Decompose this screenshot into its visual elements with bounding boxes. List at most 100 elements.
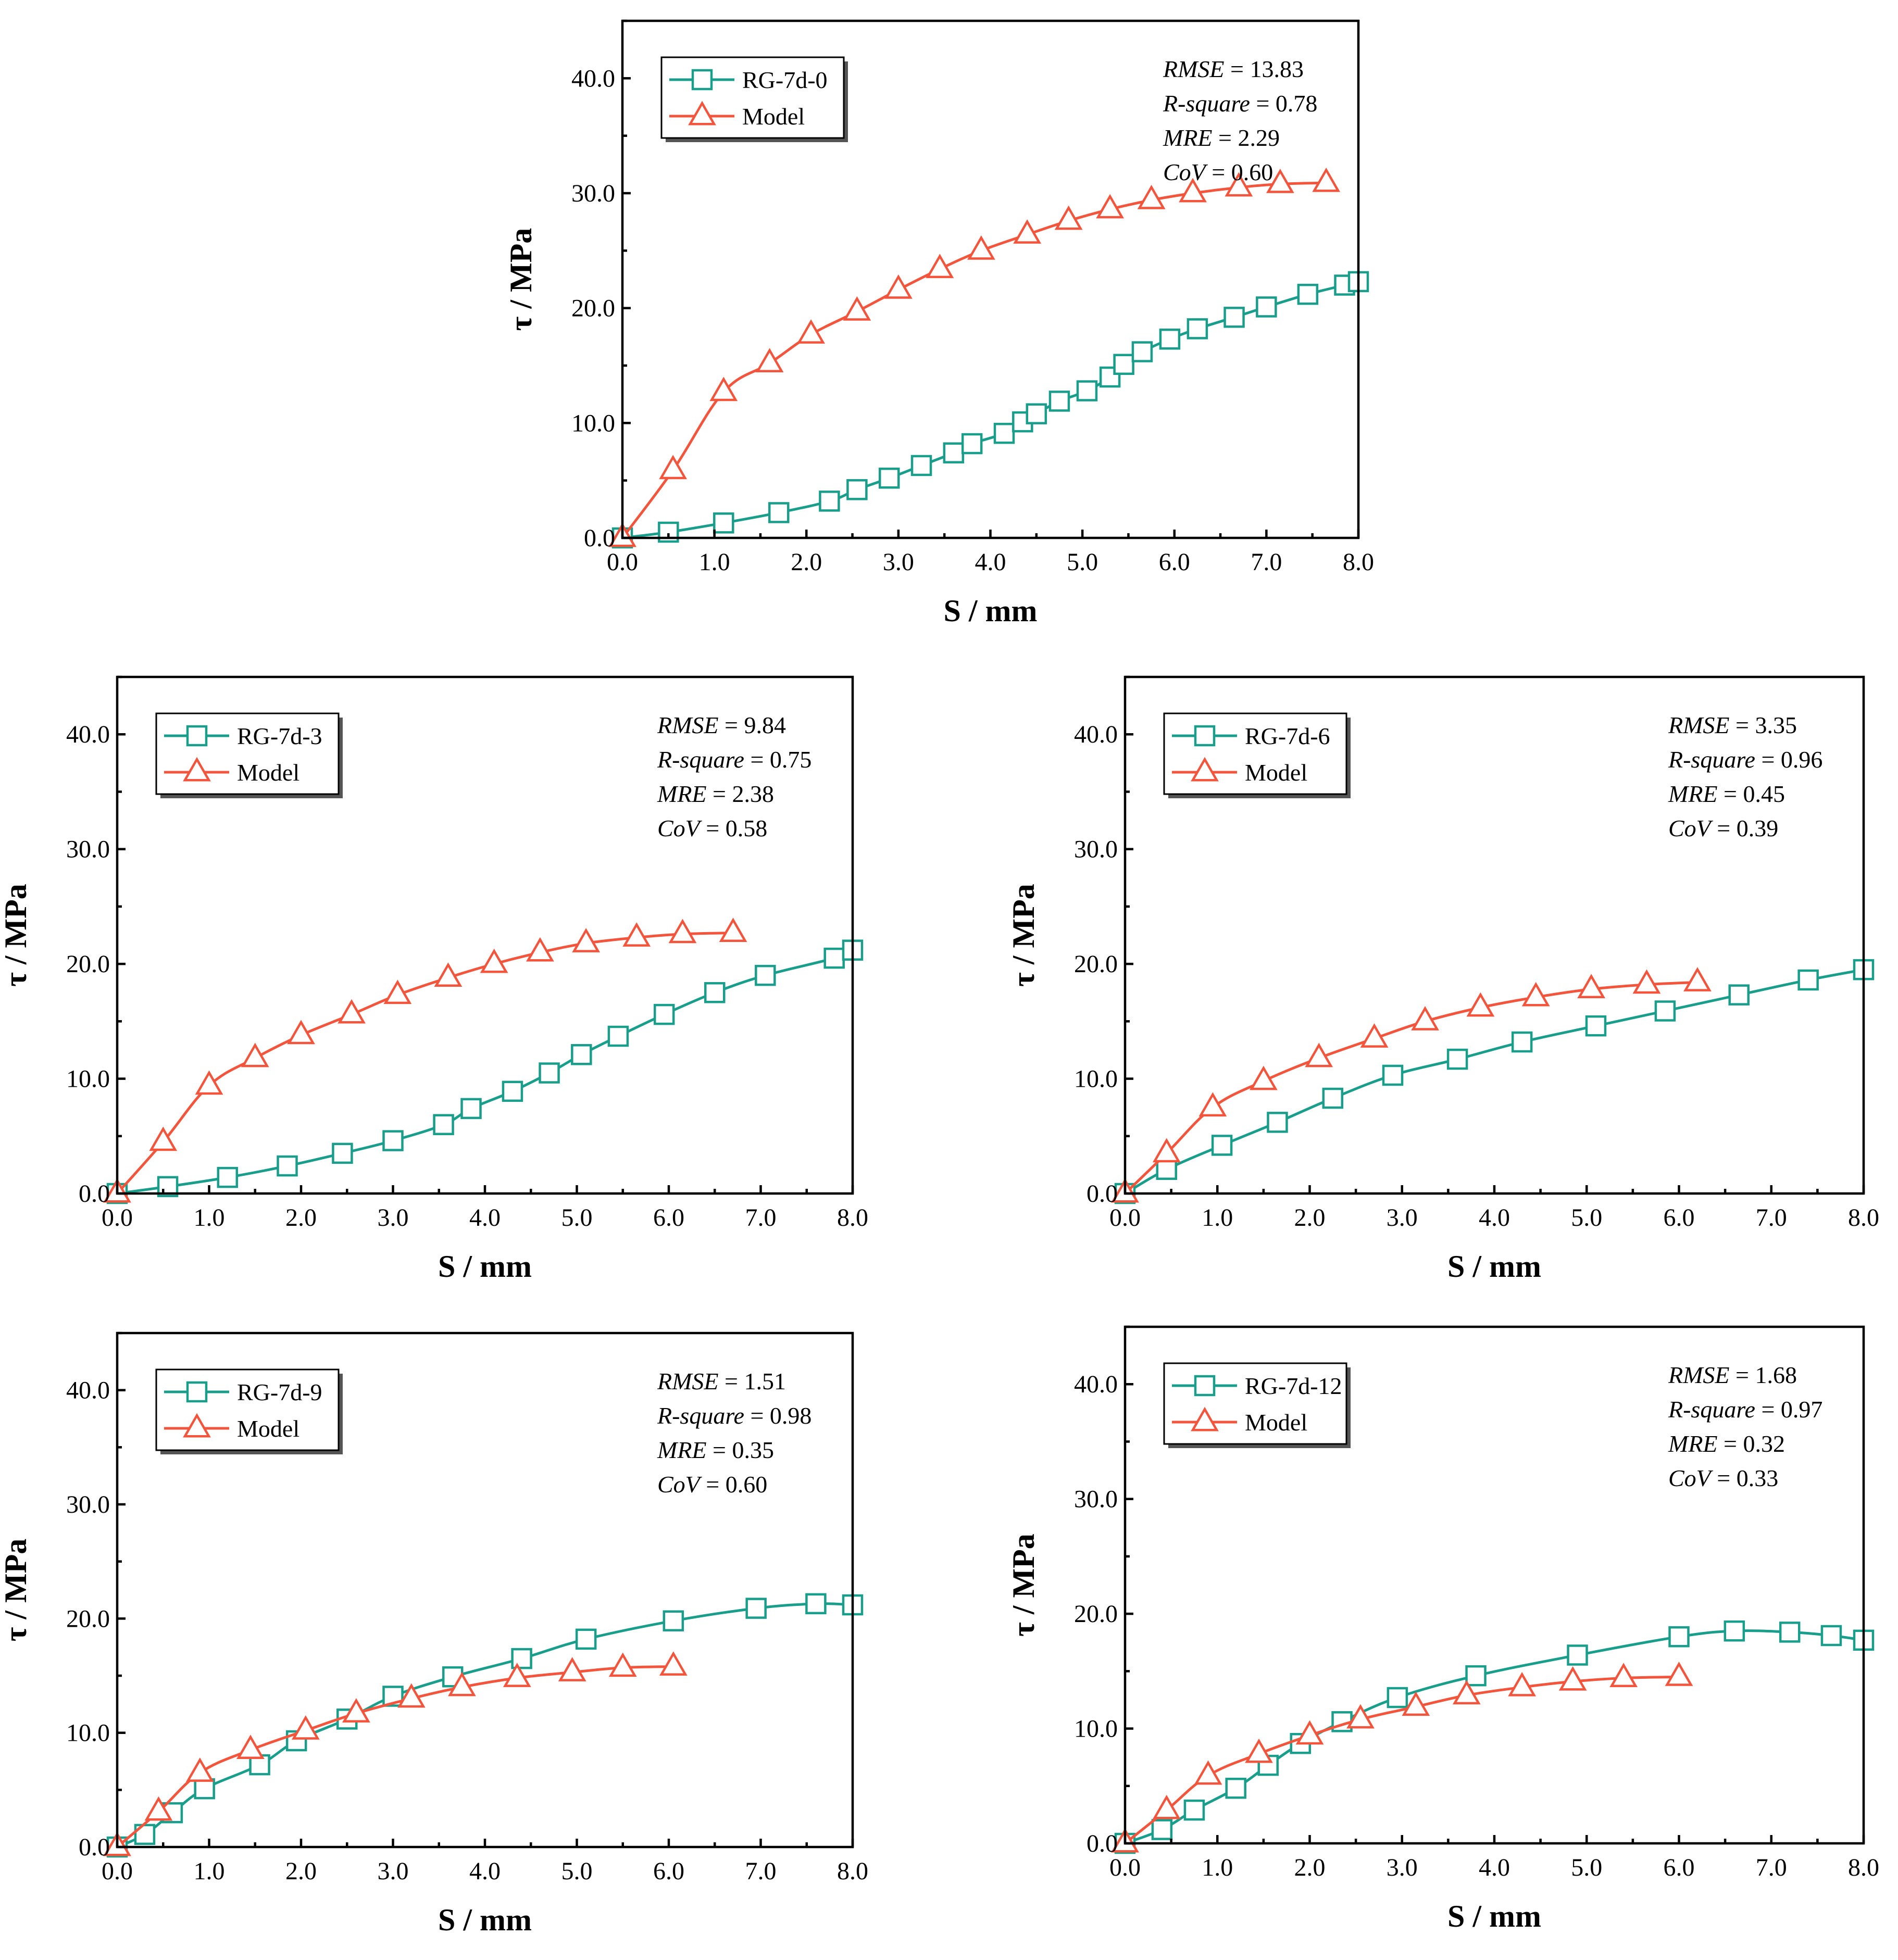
x-tick-label: 1.0 <box>1202 1204 1233 1232</box>
data-point-model-9 <box>1013 219 1042 244</box>
data-point-model-12 <box>1137 184 1166 209</box>
data-point-model-13 <box>1179 178 1207 203</box>
data-point-model-7 <box>926 254 954 279</box>
y-tick-label: 30.0 <box>1074 836 1118 863</box>
stat-cov: CoV = 0.60 <box>657 1471 767 1498</box>
x-tick-label: 7.0 <box>1756 1204 1787 1232</box>
x-tick-label: 1.0 <box>699 548 730 576</box>
data-point-rg-7d-0-19 <box>1187 318 1208 340</box>
y-tick-label: 20.0 <box>571 295 615 322</box>
y-tick-label: 30.0 <box>571 180 615 207</box>
x-tick-label: 4.0 <box>1479 1204 1510 1232</box>
data-point-model-5 <box>338 999 366 1024</box>
data-point-model-10 <box>1609 1663 1638 1688</box>
x-tick-label: 5.0 <box>1067 548 1098 576</box>
x-tick-label: 7.0 <box>1756 1854 1787 1881</box>
data-point-model-4 <box>287 1020 315 1045</box>
x-tick-label: 1.0 <box>1202 1854 1233 1881</box>
data-point-rg-7d-6-7 <box>1511 1031 1533 1053</box>
data-point-rg-7d-6-2 <box>1211 1135 1233 1156</box>
x-axis-title: S / mm <box>1447 1249 1541 1284</box>
data-point-model-5 <box>342 1698 370 1723</box>
legend-marker-model <box>1191 1406 1219 1431</box>
x-tick-label: 8.0 <box>1848 1854 1879 1881</box>
data-point-model-11 <box>659 1651 688 1676</box>
legend-label-rg-7d-3: RG-7d-3 <box>237 723 322 749</box>
data-point-model-6 <box>884 274 913 299</box>
data-point-model-9 <box>558 1657 586 1681</box>
stat-cov: CoV = 0.58 <box>657 815 767 841</box>
x-tick-label: 0.0 <box>1109 1854 1141 1881</box>
data-point-model-5 <box>1346 1704 1375 1729</box>
data-point-model-1 <box>1152 1138 1181 1163</box>
y-tick-label: 20.0 <box>1074 950 1118 978</box>
data-point-model-2 <box>1198 1092 1227 1117</box>
stat-mre: MRE = 0.45 <box>1668 781 1785 807</box>
x-tick-label: 3.0 <box>1387 1854 1418 1881</box>
data-point-rg-7d-6-6 <box>1446 1048 1468 1070</box>
data-point-rg-7d-3-6 <box>433 1114 454 1135</box>
data-point-model-14 <box>1225 172 1253 197</box>
y-tick-label: 40.0 <box>571 65 615 92</box>
y-tick-label: 40.0 <box>66 721 110 748</box>
x-tick-label: 3.0 <box>378 1204 409 1232</box>
data-point-rg-7d-3-5 <box>382 1130 404 1151</box>
x-axis-title: S / mm <box>944 594 1038 628</box>
y-tick-label: 30.0 <box>66 836 110 863</box>
data-point-rg-7d-0-3 <box>768 502 790 523</box>
y-axis-title: τ / MPa <box>1006 884 1041 987</box>
data-point-model-3 <box>241 1042 269 1067</box>
data-point-rg-7d-3-2 <box>217 1166 239 1188</box>
x-axis-title: S / mm <box>438 1249 532 1284</box>
data-point-model-5 <box>1360 1023 1389 1048</box>
stat-r-square: R-square = 0.96 <box>1668 746 1822 773</box>
stat-rmse: RMSE = 13.83 <box>1163 56 1304 82</box>
data-point-model-6 <box>1402 1691 1430 1716</box>
x-tick-label: 5.0 <box>1571 1854 1602 1881</box>
x-tick-label: 4.0 <box>469 1857 501 1885</box>
y-axis-title: τ / MPa <box>504 228 538 331</box>
y-tick-label: 0.0 <box>1087 1830 1118 1857</box>
data-point-model-7 <box>447 1672 476 1697</box>
stat-rmse: RMSE = 9.84 <box>657 712 786 738</box>
data-point-model-12 <box>668 919 697 944</box>
x-tick-label: 4.0 <box>469 1204 501 1232</box>
y-tick-label: 40.0 <box>1074 721 1118 748</box>
data-point-rg-7d-3-14 <box>755 964 776 986</box>
y-tick-label: 40.0 <box>66 1377 110 1404</box>
data-point-rg-7d-0-5 <box>846 479 868 500</box>
x-tick-label: 2.0 <box>1294 1854 1326 1881</box>
legend-label-rg-7d-12: RG-7d-12 <box>1245 1373 1342 1399</box>
y-tick-label: 0.0 <box>79 1833 110 1861</box>
x-tick-label: 2.0 <box>791 548 822 576</box>
data-point-rg-7d-6-1 <box>1156 1159 1178 1180</box>
data-point-model-3 <box>755 348 784 373</box>
data-point-rg-7d-0-6 <box>878 468 900 489</box>
data-point-rg-7d-6-10 <box>1728 984 1750 1006</box>
data-point-model-10 <box>1054 205 1083 230</box>
y-tick-label: 0.0 <box>79 1180 110 1208</box>
stat-rmse: RMSE = 1.68 <box>1668 1362 1797 1388</box>
data-point-model-9 <box>1577 974 1606 999</box>
data-point-rg-7d-0-21 <box>1256 296 1277 318</box>
data-point-model-1 <box>144 1796 173 1821</box>
stat-cov: CoV = 0.60 <box>1163 159 1273 185</box>
x-tick-label: 3.0 <box>1387 1204 1418 1232</box>
y-tick-label: 0.0 <box>1087 1180 1118 1208</box>
data-point-model-2 <box>709 376 738 401</box>
data-point-model-6 <box>1411 1006 1439 1031</box>
legend-label-rg-7d-0: RG-7d-0 <box>742 67 828 93</box>
legend-label-model: Model <box>1245 759 1307 786</box>
legend-marker-rg-7d-6 <box>1194 725 1216 747</box>
data-point-rg-7d-0-4 <box>819 491 840 512</box>
data-point-rg-7d-3-12 <box>653 1003 675 1025</box>
series-line-rg-7d-12 <box>1125 1629 1864 1845</box>
data-point-rg-7d-0-13 <box>1048 391 1070 412</box>
x-tick-label: 5.0 <box>561 1857 593 1885</box>
data-point-model-4 <box>291 1715 320 1740</box>
legend-marker-model <box>688 100 716 125</box>
data-point-model-6 <box>397 1683 426 1708</box>
